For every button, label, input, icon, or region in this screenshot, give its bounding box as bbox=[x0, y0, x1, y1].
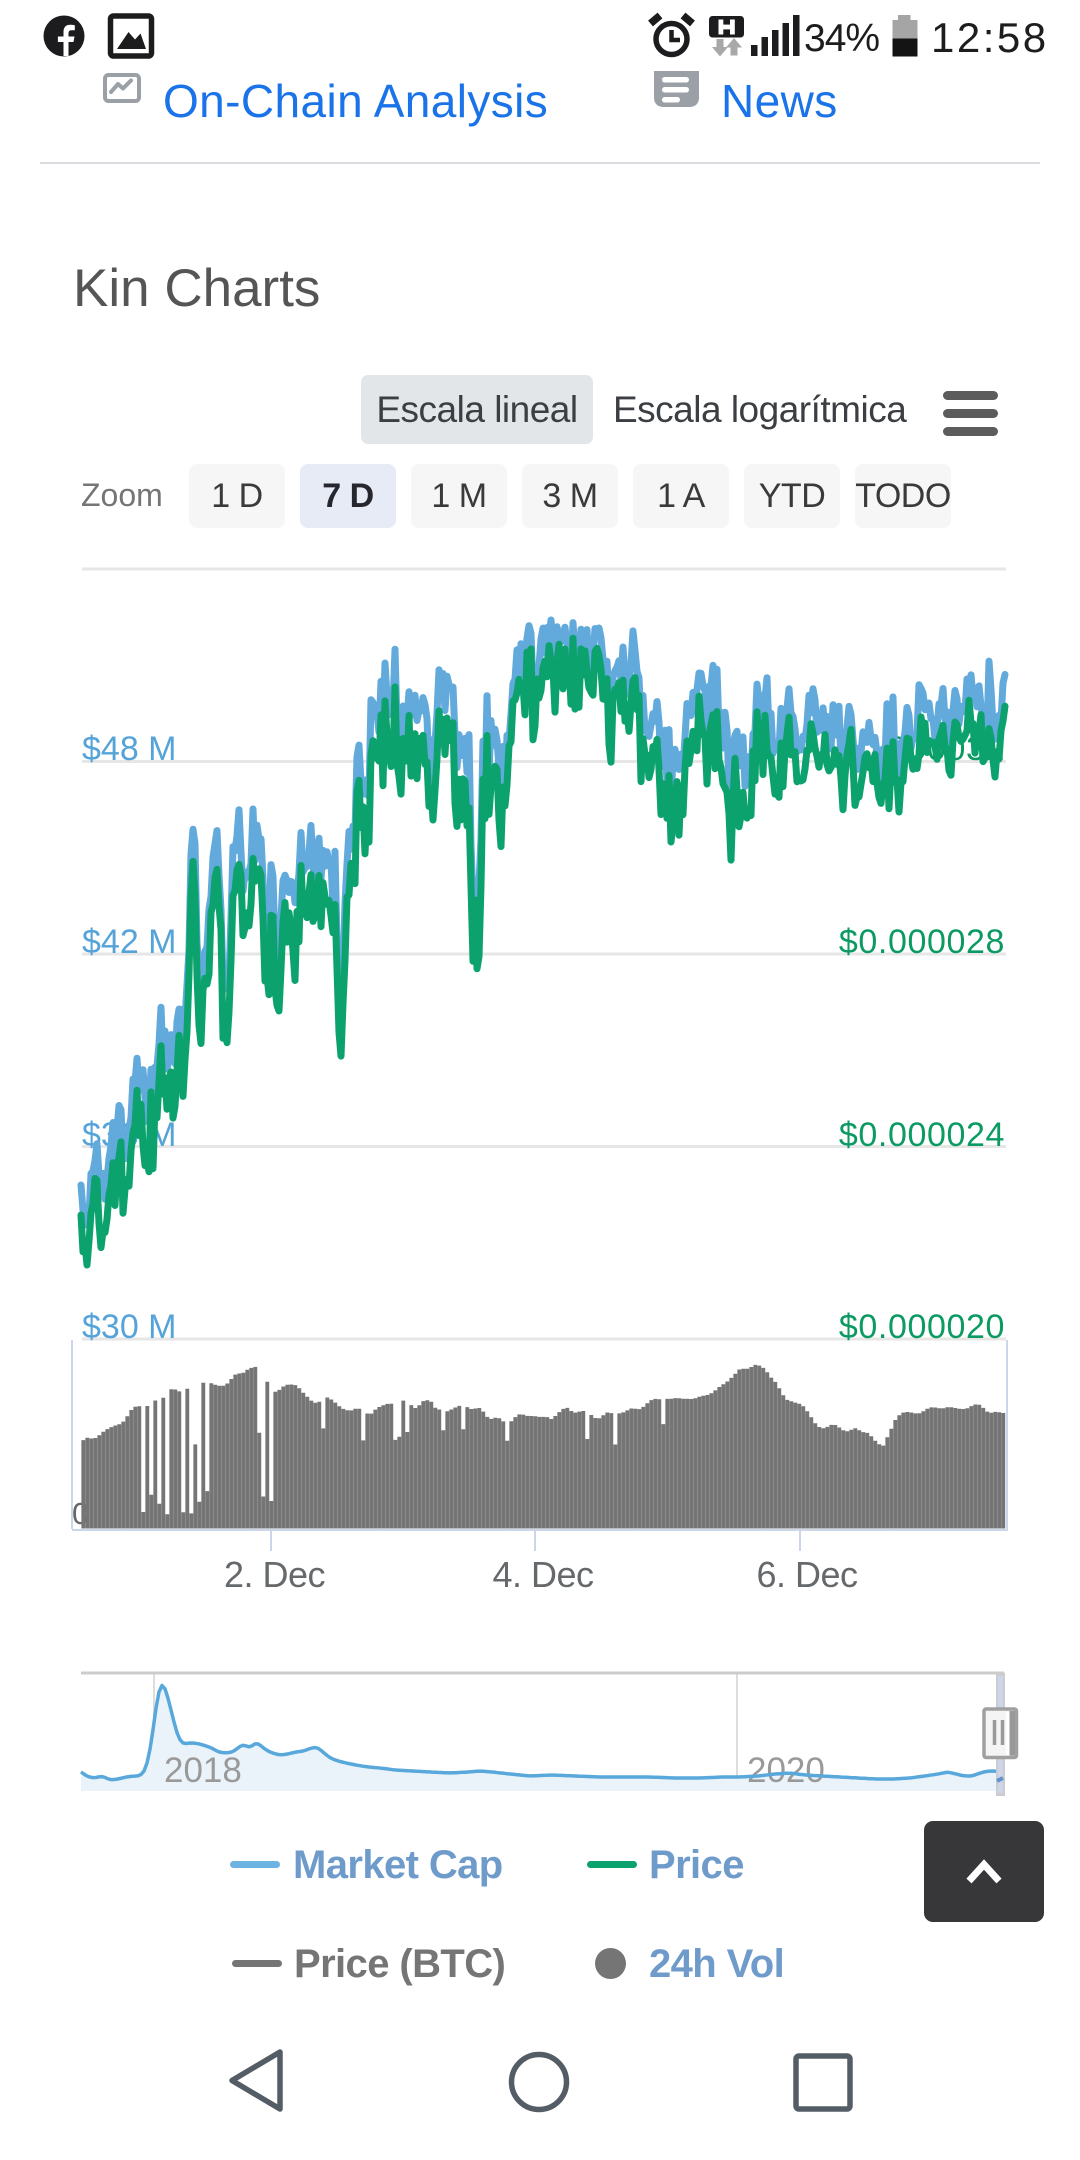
svg-text:2. Dec: 2. Dec bbox=[224, 1554, 326, 1595]
svg-text:2018: 2018 bbox=[164, 1751, 242, 1790]
svg-text:$48 M: $48 M bbox=[82, 730, 177, 768]
svg-text:$0.000024: $0.000024 bbox=[839, 1116, 1005, 1154]
svg-text:34%: 34% bbox=[804, 17, 879, 60]
svg-text:$0.000028: $0.000028 bbox=[839, 923, 1005, 961]
svg-text:$42 M: $42 M bbox=[82, 923, 177, 961]
svg-text:12:58: 12:58 bbox=[931, 14, 1049, 61]
svg-text:2020: 2020 bbox=[747, 1751, 825, 1790]
svg-text:6. Dec: 6. Dec bbox=[756, 1554, 858, 1595]
svg-text:4. Dec: 4. Dec bbox=[492, 1554, 594, 1595]
svg-text:$0.000020: $0.000020 bbox=[839, 1308, 1005, 1346]
svg-text:$30 M: $30 M bbox=[82, 1308, 177, 1346]
